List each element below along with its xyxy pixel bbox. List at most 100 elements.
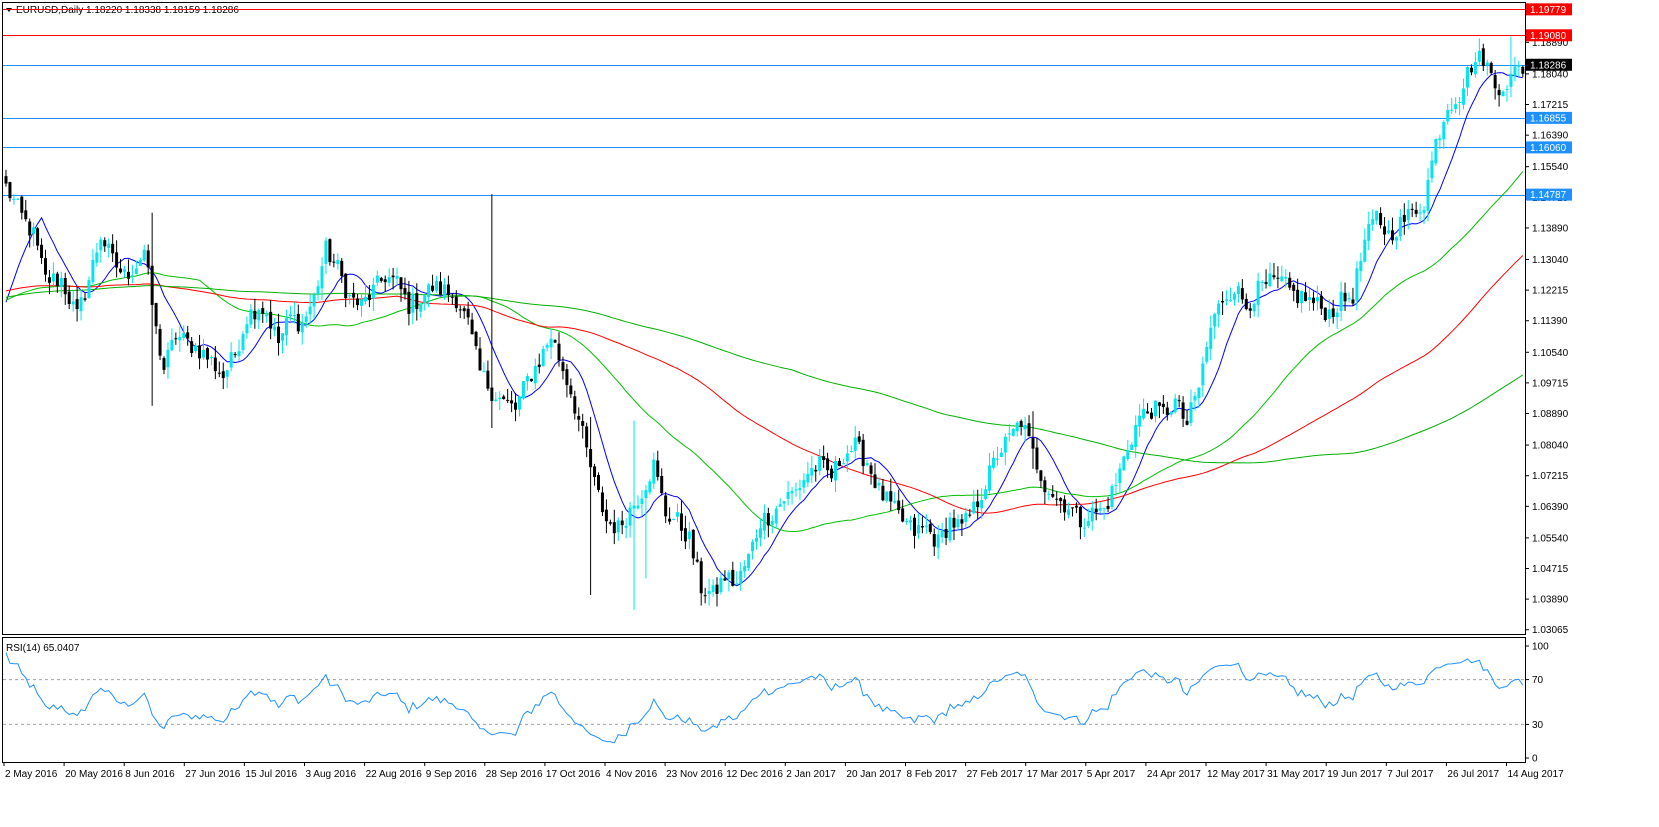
candle-body — [95, 252, 99, 263]
candle — [668, 507, 672, 525]
candle-body — [379, 277, 383, 281]
candle — [1406, 199, 1410, 230]
rsi-tick-label: 30 — [1532, 720, 1544, 731]
candle — [205, 346, 209, 369]
candle-body — [948, 517, 952, 541]
candle — [1035, 437, 1039, 474]
candle-body — [1375, 210, 1379, 221]
candle-body — [695, 559, 699, 562]
candle-body — [1153, 400, 1157, 417]
candle-body — [782, 501, 786, 504]
candle — [1252, 302, 1256, 317]
candle — [940, 522, 944, 544]
candle — [995, 446, 999, 466]
candle-body — [1130, 444, 1134, 450]
candle-body — [608, 522, 612, 524]
candle — [439, 272, 442, 296]
candle-body — [103, 240, 107, 247]
candle-body — [1244, 298, 1248, 310]
candle-body — [466, 308, 470, 318]
candle-body — [63, 277, 67, 295]
candle-body — [624, 525, 628, 528]
price-level-tag: 1.16855 — [1526, 111, 1572, 124]
candle-body — [1003, 436, 1007, 453]
candle — [984, 485, 988, 501]
candle — [1051, 485, 1055, 499]
candle — [1071, 507, 1074, 517]
candle — [304, 311, 308, 328]
candle-body — [636, 505, 640, 509]
candle-body — [857, 436, 861, 442]
candle-body — [320, 266, 324, 289]
candle — [616, 517, 620, 541]
candle — [458, 305, 462, 319]
candle-body — [296, 313, 300, 332]
candle — [1450, 97, 1454, 115]
candle-body — [1304, 292, 1308, 302]
candle-body — [1011, 428, 1015, 436]
candle-body — [1240, 288, 1244, 300]
candle — [1473, 52, 1477, 78]
candle — [367, 284, 371, 308]
candle-body — [1157, 402, 1161, 406]
candle — [4, 169, 8, 187]
time-tick-label: 7 Jul 2017 — [1387, 769, 1434, 780]
candle-body — [1232, 293, 1236, 300]
candle — [1213, 312, 1217, 340]
candle-body — [1177, 400, 1181, 402]
main-chart-frame — [2, 2, 1526, 635]
candle — [573, 390, 577, 420]
time-tick-label: 27 Feb 2017 — [967, 769, 1024, 780]
candle — [115, 240, 119, 278]
time-tick-label: 24 Apr 2017 — [1147, 769, 1201, 780]
candle-body — [1398, 216, 1402, 237]
candle-body — [411, 294, 415, 313]
candle-body — [739, 570, 743, 584]
candle-body — [1422, 210, 1426, 213]
candle-body — [300, 322, 304, 333]
candle — [1485, 59, 1489, 76]
candle-body — [995, 458, 999, 460]
candle-body — [67, 291, 71, 305]
candle — [1007, 423, 1011, 442]
candle — [786, 481, 790, 506]
candle — [624, 518, 628, 539]
candle-body — [1252, 303, 1256, 312]
candle — [1039, 469, 1043, 488]
candle-body — [1509, 73, 1513, 87]
candle-body — [1462, 88, 1466, 105]
price-tag-label: 1.16060 — [1530, 143, 1567, 154]
candle-body — [940, 530, 944, 538]
candle-body — [1489, 62, 1493, 73]
candle — [885, 490, 889, 503]
time-tick-label: 20 Jan 2017 — [846, 769, 901, 780]
candle — [529, 378, 533, 382]
candle — [774, 505, 778, 529]
candle-body — [786, 491, 790, 499]
candle-body — [391, 275, 395, 278]
candle-body — [1094, 508, 1098, 513]
candle — [822, 445, 826, 469]
candle-body — [245, 324, 249, 334]
candle-body — [20, 196, 24, 213]
candle-body — [1051, 494, 1055, 497]
candle-body — [1276, 277, 1280, 279]
candle — [1410, 203, 1414, 217]
candle-body — [541, 348, 545, 367]
candle — [711, 579, 715, 597]
candle-body — [810, 468, 814, 476]
candle-body — [1410, 208, 1414, 210]
candle — [1221, 291, 1225, 316]
candle-body — [628, 507, 632, 526]
price-tick-label: 1.03890 — [1532, 595, 1569, 606]
time-tick-label: 8 Jun 2016 — [125, 769, 175, 780]
candle-body — [241, 334, 245, 350]
candle — [1225, 290, 1229, 306]
candle-body — [71, 301, 75, 305]
candle — [553, 339, 557, 343]
candle-body — [968, 514, 972, 516]
price-tick-label: 1.12215 — [1532, 286, 1569, 297]
candle-body — [1438, 138, 1442, 141]
candle-body — [502, 396, 506, 400]
candle — [1513, 56, 1517, 82]
